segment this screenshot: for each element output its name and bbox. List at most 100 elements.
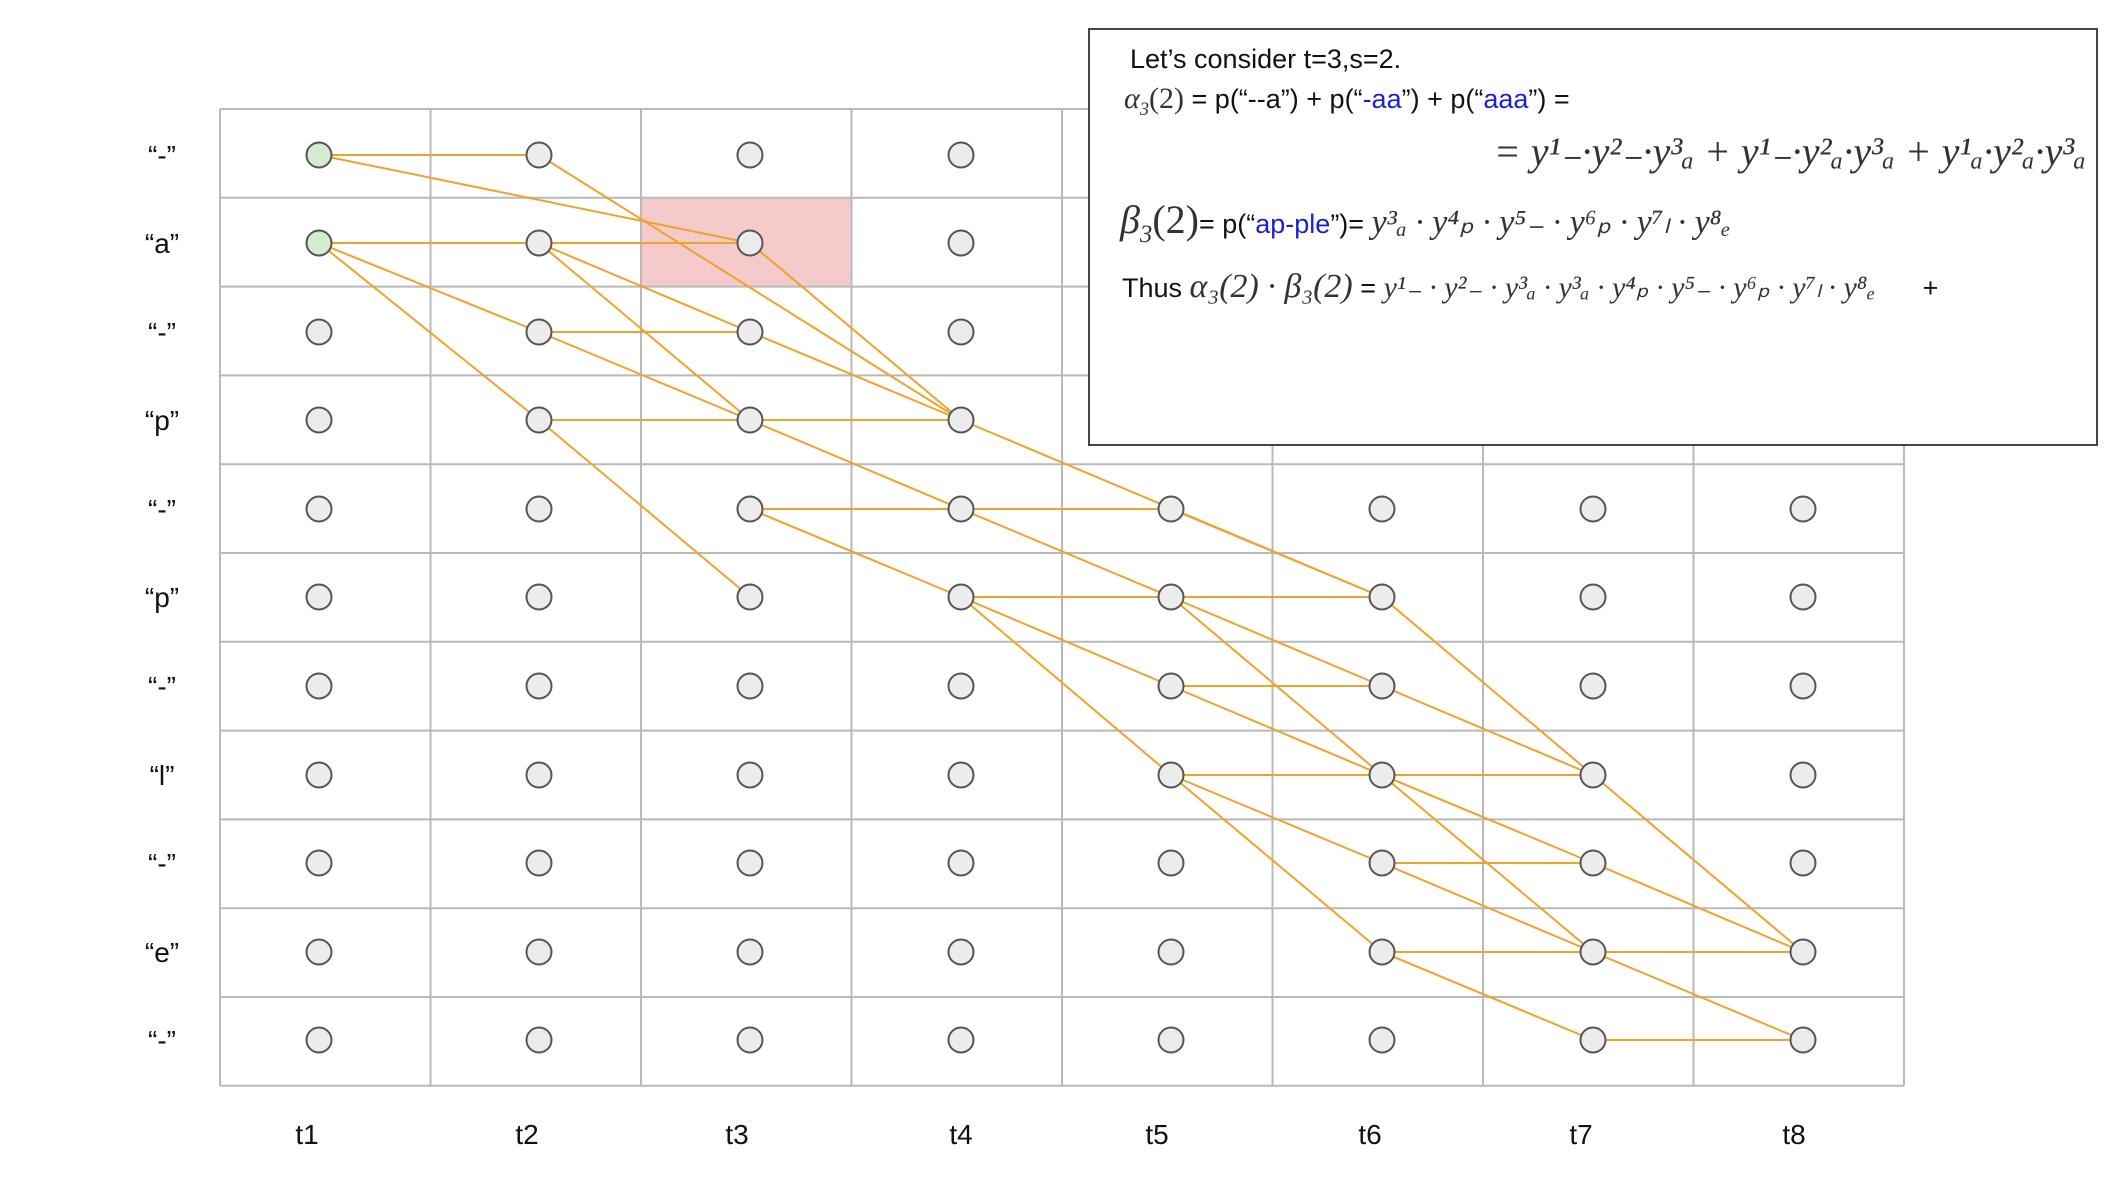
trellis-node: [947, 141, 975, 169]
trellis-node: [1157, 849, 1185, 877]
trellis-node: [1579, 495, 1607, 523]
thus-plus: +: [1922, 273, 1939, 303]
trellis-node: [305, 1026, 333, 1054]
path-edge: [1381, 596, 1594, 776]
trellis-node: [1157, 1026, 1185, 1054]
path-edge: [1170, 774, 1383, 864]
alpha-term-2: -aa: [1362, 84, 1402, 114]
row-label: “-”: [148, 140, 176, 171]
column-label: t5: [1145, 1119, 1168, 1150]
trellis-node: [1368, 761, 1396, 789]
alpha-term-3: aaa: [1483, 84, 1529, 114]
trellis-node: [525, 938, 553, 966]
trellis-node: [1579, 583, 1607, 611]
path-edge: [1381, 951, 1594, 1041]
trellis-node: [947, 938, 975, 966]
edge-layer: [318, 154, 1804, 1041]
column-labels: t1 t2 t3 t4 t5 t6 t7 t8: [295, 1119, 1805, 1150]
trellis-node: [305, 672, 333, 700]
row-label: “-”: [148, 494, 176, 525]
path-edge: [1170, 774, 1383, 953]
path-edge: [749, 331, 962, 421]
path-edge: [318, 242, 540, 333]
trellis-node: [525, 849, 553, 877]
trellis-node: [947, 583, 975, 611]
column-label: t6: [1358, 1119, 1381, 1150]
row-label: “e”: [145, 937, 179, 968]
trellis-node: [1579, 1026, 1607, 1054]
trellis-node: [1368, 672, 1396, 700]
row-label: “-”: [148, 671, 176, 702]
trellis-node: [736, 849, 764, 877]
thus-line: Thus α₃(2) · β₃(2) = y¹₋ · y²₋ · y³ₐ · y…: [1122, 270, 1938, 304]
start-node: [305, 229, 333, 257]
trellis-node: [305, 318, 333, 346]
path-edge: [1592, 862, 1804, 953]
path-edge: [749, 508, 962, 598]
trellis-node: [947, 318, 975, 346]
thus-eq: =: [1360, 273, 1377, 303]
trellis-node: [1368, 849, 1396, 877]
trellis-node: [1789, 1026, 1817, 1054]
trellis-node: [1789, 495, 1817, 523]
column-label: t7: [1569, 1119, 1592, 1150]
path-edge: [1170, 596, 1383, 687]
thus-expansion-math: y¹₋ · y²₋ · y³ₐ · y³ₐ · y⁴ₚ · y⁵₋ · y⁶ₚ …: [1383, 271, 1876, 304]
column-label: t8: [1782, 1119, 1805, 1150]
trellis-node: [525, 672, 553, 700]
row-label: “p”: [145, 582, 179, 613]
trellis-node: [736, 761, 764, 789]
trellis-node: [736, 1026, 764, 1054]
trellis-node: [525, 406, 553, 434]
path-edge: [1381, 685, 1594, 776]
alpha-suffix: ”) =: [1528, 84, 1570, 114]
trellis-node: [1579, 761, 1607, 789]
trellis-node: [736, 672, 764, 700]
trellis-node: [736, 141, 764, 169]
trellis-node: [736, 318, 764, 346]
trellis-node: [305, 495, 333, 523]
row-label: “l”: [150, 760, 175, 791]
column-label: t3: [725, 1119, 748, 1150]
alpha-definition: α3(2) = p(“--a”) + p(“-aa”) + p(“aaa”) =: [1124, 84, 1570, 119]
trellis-node: [305, 406, 333, 434]
path-edge: [318, 242, 540, 421]
trellis-node: [1157, 495, 1185, 523]
column-label: t2: [515, 1119, 538, 1150]
trellis-node: [305, 849, 333, 877]
trellis-node: [1789, 849, 1817, 877]
alpha-mid: ”) + p(“: [1401, 84, 1484, 114]
trellis-node: [1789, 761, 1817, 789]
trellis-node: [1368, 938, 1396, 966]
trellis-node: [1157, 761, 1185, 789]
path-edge: [538, 154, 962, 421]
trellis-node: [736, 495, 764, 523]
alpha-expansion: = y¹₋·y²₋·y³ₐ + y¹₋·y²ₐ·y³ₐ + y¹ₐ·y²ₐ·y³…: [1494, 132, 2086, 172]
beta-expansion-math: y³ₐ · y⁴ₚ · y⁵₋ · y⁶ₚ · y⁷ₗ · y⁸ₑ: [1371, 204, 1731, 241]
formula-intro: Let’s consider t=3,s=2.: [1130, 46, 1401, 73]
row-labels: “-” “a” “-” “p” “-” “p” “-” “l” “-” “e” “-”: [145, 140, 179, 1056]
trellis-node: [305, 761, 333, 789]
path-edge: [538, 419, 751, 598]
trellis-node: [1789, 672, 1817, 700]
trellis-node: [1368, 583, 1396, 611]
path-edge: [538, 242, 751, 333]
path-edge: [960, 508, 1172, 598]
path-edge: [960, 596, 1172, 687]
trellis-node: [1157, 583, 1185, 611]
trellis-node: [305, 583, 333, 611]
trellis-node: [525, 318, 553, 346]
trellis-node: [1368, 495, 1396, 523]
trellis-node: [736, 406, 764, 434]
trellis-node: [1368, 1026, 1396, 1054]
path-edge: [1170, 685, 1383, 776]
trellis-node: [736, 938, 764, 966]
column-label: t4: [949, 1119, 972, 1150]
formula-intro-text: Let’s consider t=3,s=2.: [1130, 44, 1402, 74]
path-edge: [1170, 508, 1383, 598]
trellis-node: [947, 1026, 975, 1054]
trellis-node: [947, 761, 975, 789]
trellis-node: [1157, 672, 1185, 700]
trellis-node: [947, 672, 975, 700]
alpha-eq-prefix: = p(“--a”) + p(“: [1184, 84, 1363, 114]
